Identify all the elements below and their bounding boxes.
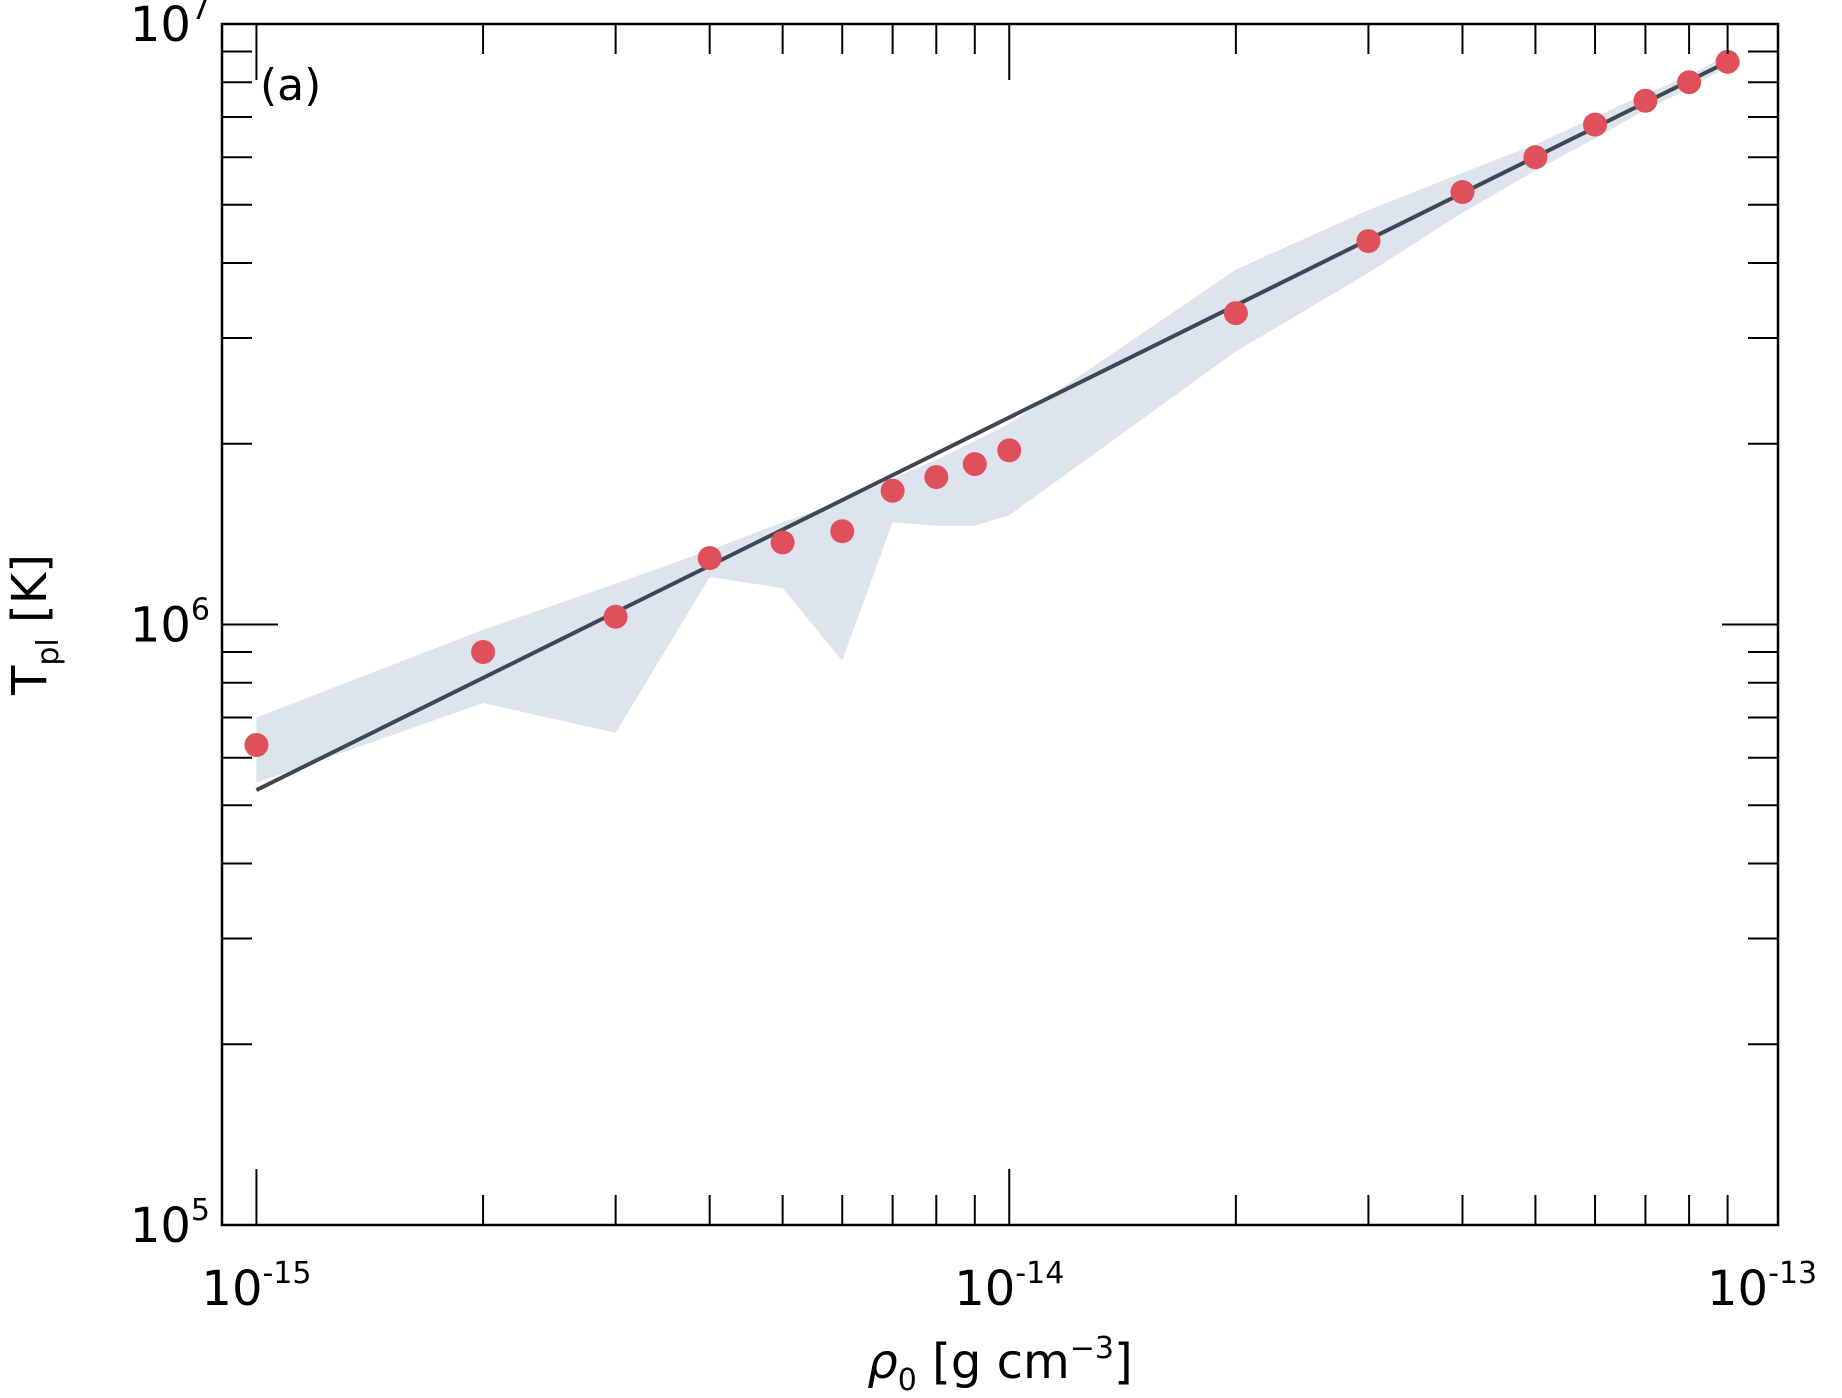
data-point <box>1715 49 1740 74</box>
y-tick-label: 105 <box>130 1193 210 1254</box>
data-point <box>1633 88 1658 113</box>
y-axis-label: Tpl [K] <box>2 554 66 696</box>
y-tick-base: 10 <box>130 1198 191 1254</box>
data-point <box>1583 112 1608 137</box>
x-tick-label: 10-14 <box>954 1256 1064 1317</box>
data-point <box>1356 229 1381 254</box>
x-tick-base: 10 <box>201 1261 262 1317</box>
x-axis-label: ρ0 [g cm−3] <box>867 1331 1132 1398</box>
y-tick-base: 10 <box>130 598 191 654</box>
data-point <box>244 732 269 757</box>
x-tick-labels: 10-15 10-14 10-13 <box>201 1256 1817 1317</box>
x-tick-exponent: -14 <box>1015 1256 1064 1291</box>
x-tick-exponent: -15 <box>262 1256 311 1291</box>
x-axis-unit-prefix: [g cm <box>917 1334 1070 1390</box>
fit-line-layer <box>255 60 1729 792</box>
x-axis-unit-exponent: −3 <box>1070 1331 1114 1366</box>
x-tick-base: 10 <box>1707 1261 1768 1317</box>
y-tick-label: 106 <box>130 593 210 654</box>
x-axis-unit-suffix: ] <box>1114 1334 1133 1390</box>
data-point <box>1523 145 1548 170</box>
confidence-band-layer <box>256 54 1728 783</box>
data-point <box>697 546 722 571</box>
y-tick-base: 10 <box>130 0 191 53</box>
data-point <box>770 530 795 555</box>
x-axis-subscript: 0 <box>898 1363 917 1398</box>
fit-line <box>255 60 1729 792</box>
confidence-band <box>256 54 1728 783</box>
y-axis-subscript: pl <box>31 638 66 665</box>
data-point <box>1450 180 1475 205</box>
data-point <box>962 452 987 477</box>
data-point <box>603 604 628 629</box>
data-point <box>1223 301 1248 326</box>
data-point <box>880 478 905 503</box>
data-point <box>471 639 496 664</box>
x-axis-symbol: ρ <box>867 1334 897 1390</box>
data-point <box>924 465 949 490</box>
y-tick-label: 107 <box>130 0 210 53</box>
x-tick-label: 10-13 <box>1707 1256 1817 1317</box>
data-points-layer <box>244 49 1740 757</box>
x-tick-base: 10 <box>954 1261 1015 1317</box>
x-tick-exponent: -13 <box>1768 1256 1817 1291</box>
y-axis-unit: [K] <box>2 554 58 638</box>
plot-frame <box>220 22 1780 1227</box>
data-point <box>1677 70 1702 95</box>
x-tick-label: 10-15 <box>201 1256 311 1317</box>
y-tick-exponent: 7 <box>191 0 210 27</box>
panel-label: (a) <box>260 60 321 111</box>
data-point <box>830 519 855 544</box>
data-point <box>997 438 1022 463</box>
y-tick-exponent: 6 <box>191 593 210 628</box>
y-axis-symbol: T <box>2 665 58 696</box>
y-tick-exponent: 5 <box>191 1193 210 1228</box>
ticks-layer <box>222 23 1778 1226</box>
